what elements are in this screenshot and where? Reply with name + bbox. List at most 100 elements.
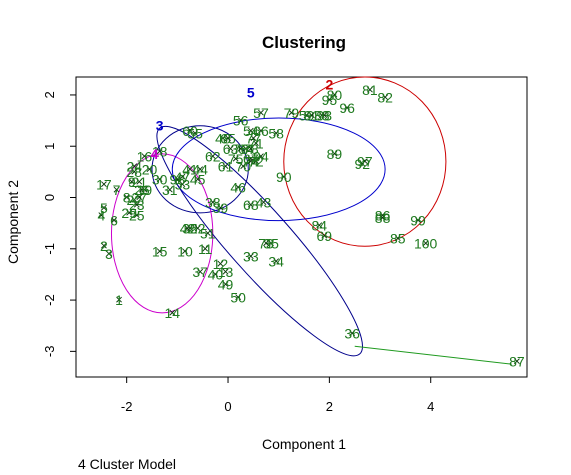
point-marker: ×: [179, 169, 187, 184]
point-label: 17: [96, 177, 112, 193]
point-marker: ×: [100, 177, 108, 192]
point-label: 94: [253, 148, 269, 164]
point-label: 79: [284, 105, 300, 121]
point-label: 98: [170, 172, 186, 188]
y-tick-label: 0: [42, 194, 57, 201]
point-marker: ×: [113, 182, 121, 197]
point-marker: ×: [252, 136, 260, 151]
y-tick-label: 1: [42, 143, 57, 150]
point-label: 23: [129, 197, 145, 213]
plot-frame: [75, 76, 528, 378]
point-marker: ×: [331, 146, 339, 161]
cluster-ellipse-4: [110, 153, 214, 314]
point-marker: ×: [209, 195, 217, 210]
point-label: 14: [164, 305, 180, 321]
point-label: 59: [299, 107, 315, 123]
point-label: 1: [115, 292, 123, 308]
point-marker: ×: [237, 141, 245, 156]
point-label: 61: [218, 159, 234, 175]
point-label: 56: [233, 113, 249, 129]
point-marker: ×: [318, 107, 326, 122]
point-label: 24: [126, 159, 142, 175]
point-label: 85: [390, 231, 406, 247]
point-marker: ×: [224, 131, 232, 146]
cluster-ellipse-2: [283, 76, 447, 247]
point-label: 19: [137, 182, 153, 198]
point-marker: ×: [513, 354, 521, 369]
point-marker: ×: [110, 213, 118, 228]
point-marker: ×: [130, 192, 138, 207]
point-label: 3: [105, 246, 113, 262]
point-label: 52: [190, 220, 206, 236]
point-label: 34: [268, 254, 284, 270]
point-label: 97: [357, 154, 373, 170]
point-label: 41: [182, 161, 198, 177]
point-label: 26: [134, 182, 150, 198]
point-marker: ×: [128, 174, 136, 189]
point-marker: ×: [130, 164, 138, 179]
point-label: 12: [213, 256, 229, 272]
point-label: 58: [268, 125, 284, 141]
point-marker: ×: [196, 264, 204, 279]
point-label: 84: [311, 218, 327, 234]
point-marker: ×: [133, 197, 141, 212]
point-marker: ×: [361, 154, 369, 169]
point-label: 99: [410, 213, 426, 229]
point-label: 6: [110, 213, 118, 229]
point-label: 51: [200, 225, 216, 241]
chart-title: Clustering: [262, 33, 346, 52]
point-marker: ×: [308, 107, 316, 122]
point-marker: ×: [209, 148, 217, 163]
point-marker: ×: [267, 236, 275, 251]
point-label: 90: [276, 169, 292, 185]
point-marker: ×: [227, 141, 235, 156]
point-marker: ×: [234, 290, 242, 305]
point-label: 16: [137, 148, 153, 164]
point-label: 37: [192, 264, 208, 280]
point-marker: ×: [247, 197, 255, 212]
point-marker: ×: [257, 123, 265, 138]
point-marker: ×: [262, 236, 270, 251]
y-tick-label: -3: [42, 346, 57, 358]
point-marker: ×: [212, 266, 220, 281]
point-marker: ×: [288, 105, 296, 120]
point-marker: ×: [196, 161, 204, 176]
point-marker: ×: [260, 195, 268, 210]
point-marker: ×: [359, 156, 367, 171]
point-marker: ×: [136, 190, 144, 205]
point-label: 48: [215, 131, 231, 147]
point-label: 33: [243, 248, 259, 264]
point-label: 96: [339, 100, 355, 116]
point-marker: ×: [168, 305, 176, 320]
point-label: 36: [344, 325, 360, 341]
point-marker: ×: [100, 200, 108, 215]
point-marker: ×: [237, 113, 245, 128]
point-marker: ×: [194, 172, 202, 187]
point-label: 88: [375, 210, 391, 226]
point-label: 89: [327, 146, 343, 162]
point-marker: ×: [343, 100, 351, 115]
point-marker: ×: [379, 210, 387, 225]
point-label: 54: [243, 123, 259, 139]
point-marker: ×: [247, 154, 255, 169]
point-label: 29: [121, 205, 137, 221]
point-marker: ×: [184, 220, 192, 235]
y-axis: -3 -2 -1 0 1 2: [42, 91, 76, 357]
cluster-label-5: 5: [247, 84, 255, 100]
point-marker: ×: [242, 141, 250, 156]
point-marker: ×: [166, 182, 174, 197]
point-label: 71: [248, 136, 264, 152]
point-label: 92: [355, 156, 371, 172]
point-label: 75: [228, 151, 244, 167]
cluster-labels: 2 3 4 5: [151, 77, 334, 162]
x-tick-label: -2: [121, 399, 133, 414]
point-label: 30: [152, 172, 168, 188]
point-label: 53: [175, 177, 191, 193]
point-label: 21: [132, 174, 148, 190]
point-marker: ×: [181, 243, 189, 258]
point-marker: ×: [125, 205, 133, 220]
point-label: 49: [218, 277, 234, 293]
point-marker: ×: [234, 179, 242, 194]
x-tick-label: 4: [427, 399, 434, 414]
point-label: 46: [230, 179, 246, 195]
